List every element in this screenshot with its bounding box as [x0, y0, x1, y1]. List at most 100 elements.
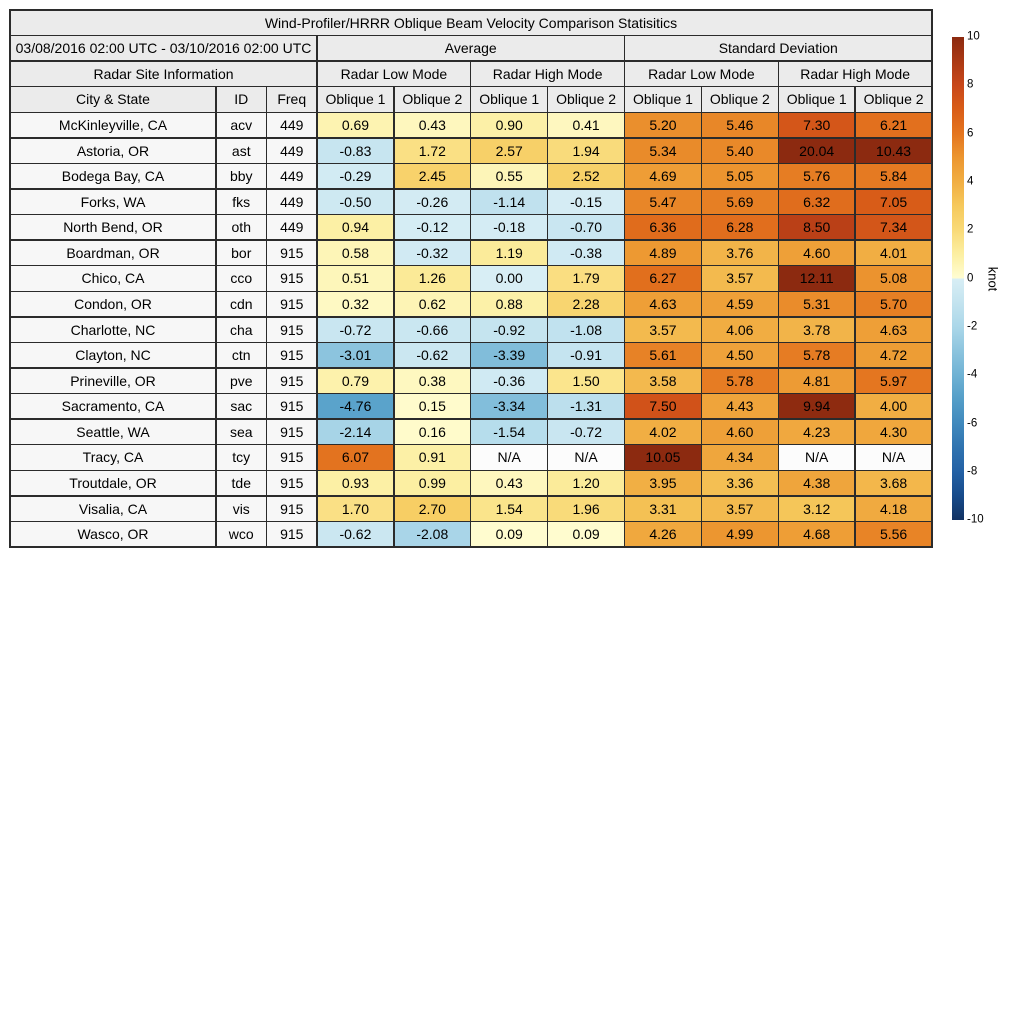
- site-city-cell: Sacramento, CA: [10, 393, 216, 420]
- value-cell: 3.68: [855, 470, 932, 496]
- colorbar-tick-label: 6: [967, 126, 974, 139]
- column-header: Oblique 2: [547, 86, 625, 113]
- value-cell: 5.31: [778, 291, 856, 317]
- value-cell: -1.54: [470, 419, 548, 445]
- site-city-cell: Clayton, NC: [10, 342, 216, 368]
- value-cell: 7.50: [624, 393, 702, 420]
- value-cell: 0.88: [470, 291, 548, 317]
- grid-vline: [9, 9, 11, 548]
- mode-header: Radar High Mode: [470, 61, 625, 87]
- grid-vline: [316, 34, 318, 548]
- mode-header: Radar Low Mode: [624, 61, 779, 87]
- site-freq-cell: 449: [266, 188, 317, 215]
- grid-hline: [9, 9, 933, 11]
- value-cell: -4.76: [317, 393, 394, 420]
- column-header: Oblique 1: [317, 86, 394, 113]
- average-group-header: Average: [317, 35, 625, 62]
- value-cell: 3.36: [701, 470, 779, 496]
- site-freq-cell: 915: [266, 444, 317, 471]
- site-city-cell: Visalia, CA: [10, 495, 216, 522]
- value-cell: 6.07: [317, 444, 394, 471]
- site-id-cell: cdn: [216, 291, 267, 317]
- value-cell: 0.91: [393, 444, 471, 471]
- value-cell: N/A: [855, 444, 932, 471]
- colorbar-tick-label: -10: [967, 513, 984, 526]
- value-cell: 7.34: [855, 214, 932, 241]
- value-cell: 4.00: [855, 393, 932, 420]
- value-cell: 2.45: [393, 163, 471, 189]
- value-cell: 0.43: [393, 112, 471, 138]
- value-cell: 0.69: [317, 112, 394, 138]
- value-cell: 8.50: [778, 214, 856, 241]
- value-cell: 4.30: [855, 419, 932, 445]
- grid-vline: [393, 86, 395, 548]
- column-header: Oblique 1: [470, 86, 548, 113]
- value-cell: 5.34: [624, 137, 702, 164]
- value-cell: 4.63: [624, 291, 702, 317]
- value-cell: 1.19: [470, 240, 548, 266]
- site-id-cell: tcy: [216, 444, 267, 471]
- value-cell: 4.69: [624, 163, 702, 189]
- site-city-cell: Troutdale, OR: [10, 470, 216, 496]
- value-cell: 4.60: [778, 240, 856, 266]
- grid-vline: [623, 34, 626, 548]
- grid-hline: [9, 34, 933, 37]
- value-cell: -0.32: [393, 240, 471, 266]
- value-cell: 3.57: [701, 495, 779, 522]
- column-header: City & State: [10, 86, 216, 113]
- value-cell: -1.31: [547, 393, 625, 420]
- value-cell: 4.81: [778, 367, 856, 394]
- stddev-group-header: Standard Deviation: [624, 35, 932, 62]
- value-cell: 5.61: [624, 342, 702, 368]
- value-cell: 5.05: [701, 163, 779, 189]
- value-cell: 0.16: [393, 419, 471, 445]
- colorbar-tick-label: 2: [967, 223, 974, 236]
- value-cell: 2.57: [470, 137, 548, 164]
- value-cell: 0.79: [317, 367, 394, 394]
- mode-header: Radar Low Mode: [317, 61, 471, 87]
- value-cell: 1.54: [470, 495, 548, 522]
- colorbar-tick-label: 10: [967, 30, 980, 43]
- value-cell: -0.92: [470, 316, 548, 343]
- grid-vline: [215, 86, 217, 548]
- value-cell: 0.41: [547, 112, 625, 138]
- site-city-cell: Boardman, OR: [10, 240, 216, 266]
- column-header: ID: [216, 86, 267, 113]
- value-cell: 0.51: [317, 265, 394, 292]
- value-cell: 0.43: [470, 470, 548, 496]
- value-cell: 20.04: [778, 137, 856, 164]
- site-id-cell: bor: [216, 240, 267, 266]
- value-cell: 3.76: [701, 240, 779, 266]
- value-cell: -0.18: [470, 214, 548, 241]
- value-cell: 5.08: [855, 265, 932, 292]
- column-header: Oblique 2: [701, 86, 779, 113]
- site-id-cell: sac: [216, 393, 267, 420]
- value-cell: 7.30: [778, 112, 856, 138]
- site-city-cell: Chico, CA: [10, 265, 216, 292]
- colorbar: [951, 37, 964, 521]
- value-cell: N/A: [778, 444, 856, 471]
- site-freq-cell: 449: [266, 214, 317, 241]
- value-cell: 3.58: [624, 367, 702, 394]
- site-city-cell: Condon, OR: [10, 291, 216, 317]
- value-cell: 5.78: [778, 342, 856, 368]
- value-cell: -0.72: [547, 419, 625, 445]
- site-city-cell: Bodega Bay, CA: [10, 163, 216, 189]
- value-cell: -0.36: [470, 367, 548, 394]
- value-cell: 0.09: [547, 521, 625, 547]
- colorbar-axis-label: knot: [985, 266, 1001, 291]
- value-cell: -0.62: [393, 342, 471, 368]
- value-cell: 5.40: [701, 137, 779, 164]
- value-cell: 4.99: [701, 521, 779, 547]
- site-id-cell: bby: [216, 163, 267, 189]
- value-cell: 6.28: [701, 214, 779, 241]
- site-freq-cell: 915: [266, 495, 317, 522]
- value-cell: 1.20: [547, 470, 625, 496]
- value-cell: 3.12: [778, 495, 856, 522]
- value-cell: 12.11: [778, 265, 856, 292]
- value-cell: 1.50: [547, 367, 625, 394]
- colorbar-tick-label: -8: [967, 465, 978, 478]
- site-freq-cell: 915: [266, 240, 317, 266]
- colorbar-tick-label: 8: [967, 78, 974, 91]
